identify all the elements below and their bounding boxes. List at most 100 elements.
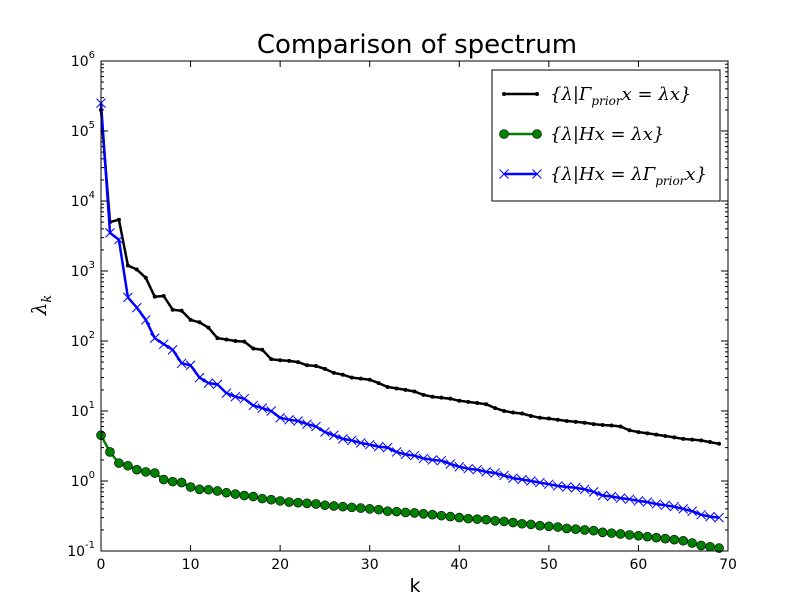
data-point (582, 420, 587, 425)
data-point (544, 521, 554, 532)
data-point (346, 435, 357, 446)
series-line (99, 109, 720, 446)
data-point (561, 482, 572, 492)
data-point (302, 498, 312, 509)
data-point (266, 406, 277, 416)
data-point (203, 378, 214, 388)
data-point (337, 434, 348, 444)
plot-area (96, 98, 724, 553)
data-point (705, 541, 715, 552)
x-axis-label: k (409, 575, 420, 597)
data-point (705, 511, 715, 522)
legend-marker (499, 169, 509, 179)
data-point (320, 427, 330, 437)
data-point (212, 486, 223, 496)
data-point (296, 360, 301, 365)
data-point (385, 385, 390, 390)
data-point (105, 228, 115, 238)
data-point (140, 467, 151, 477)
data-point (633, 496, 644, 506)
data-point (125, 263, 130, 268)
legend-marker (535, 92, 539, 96)
data-point (338, 501, 348, 512)
series-2 (96, 98, 724, 523)
data-point (322, 366, 327, 371)
data-point (633, 530, 644, 541)
data-point (242, 339, 247, 344)
data-point (203, 484, 214, 495)
data-point (275, 412, 285, 423)
x-tick-label: 70 (719, 557, 737, 573)
data-point (696, 540, 706, 551)
data-point (349, 375, 354, 380)
data-point (553, 522, 563, 532)
data-point (427, 455, 438, 465)
data-point (552, 481, 563, 491)
legend-item-2: {λ|Hx = λΓpriorx} (499, 164, 707, 188)
data-point (573, 419, 578, 424)
data-point (221, 487, 232, 498)
data-point (394, 386, 399, 391)
y-tick-label: 101 (71, 400, 95, 420)
legend-box (491, 69, 721, 202)
y-tick-label: 102 (71, 330, 95, 350)
y-axis-label-text: λk (27, 295, 55, 317)
data-point (143, 275, 148, 280)
series-1 (96, 430, 724, 553)
data-point (284, 497, 294, 507)
data-point (508, 517, 518, 528)
data-point (546, 416, 551, 421)
x-tick-label: 40 (450, 557, 468, 573)
data-point (248, 400, 259, 411)
data-point (224, 337, 229, 342)
data-point (311, 421, 321, 432)
legend-item-0: {λ|Γpriorx = λx} (502, 84, 691, 108)
data-point (535, 477, 545, 488)
data-point (391, 506, 402, 517)
x-tick-label: 10 (182, 557, 200, 573)
series-0 (99, 107, 722, 446)
data-point (114, 458, 124, 468)
data-point (436, 510, 447, 521)
data-point (403, 387, 408, 392)
data-point (517, 518, 527, 529)
data-point (466, 399, 471, 404)
data-point (660, 500, 671, 511)
data-point (708, 440, 713, 445)
data-point (561, 523, 572, 534)
data-point (149, 468, 160, 478)
y-axis-label: λk (27, 295, 55, 317)
data-point (714, 543, 724, 553)
data-point (606, 528, 617, 538)
data-point (320, 500, 330, 511)
data-point (714, 512, 724, 523)
data-point (645, 431, 650, 436)
data-point (606, 491, 617, 502)
data-point (188, 317, 193, 322)
data-point (269, 357, 274, 362)
data-point (152, 294, 157, 299)
data-point (463, 463, 474, 474)
data-point (609, 423, 614, 428)
data-point (588, 486, 599, 497)
data-point (615, 529, 626, 539)
data-point (197, 320, 202, 325)
data-point (185, 360, 196, 371)
data-point (544, 479, 554, 490)
data-point (257, 493, 268, 504)
data-point (651, 532, 662, 543)
data-point (427, 509, 438, 520)
data-point (448, 396, 453, 401)
data-point (508, 473, 518, 483)
data-point (681, 436, 686, 441)
data-point (511, 410, 516, 415)
x-tick-label: 20 (271, 557, 289, 573)
data-point (642, 531, 653, 542)
data-point (158, 339, 169, 350)
x-tick-label: 50 (540, 557, 558, 573)
data-point (266, 494, 276, 505)
data-point (600, 423, 605, 428)
data-point (472, 514, 483, 524)
data-point (305, 363, 310, 368)
